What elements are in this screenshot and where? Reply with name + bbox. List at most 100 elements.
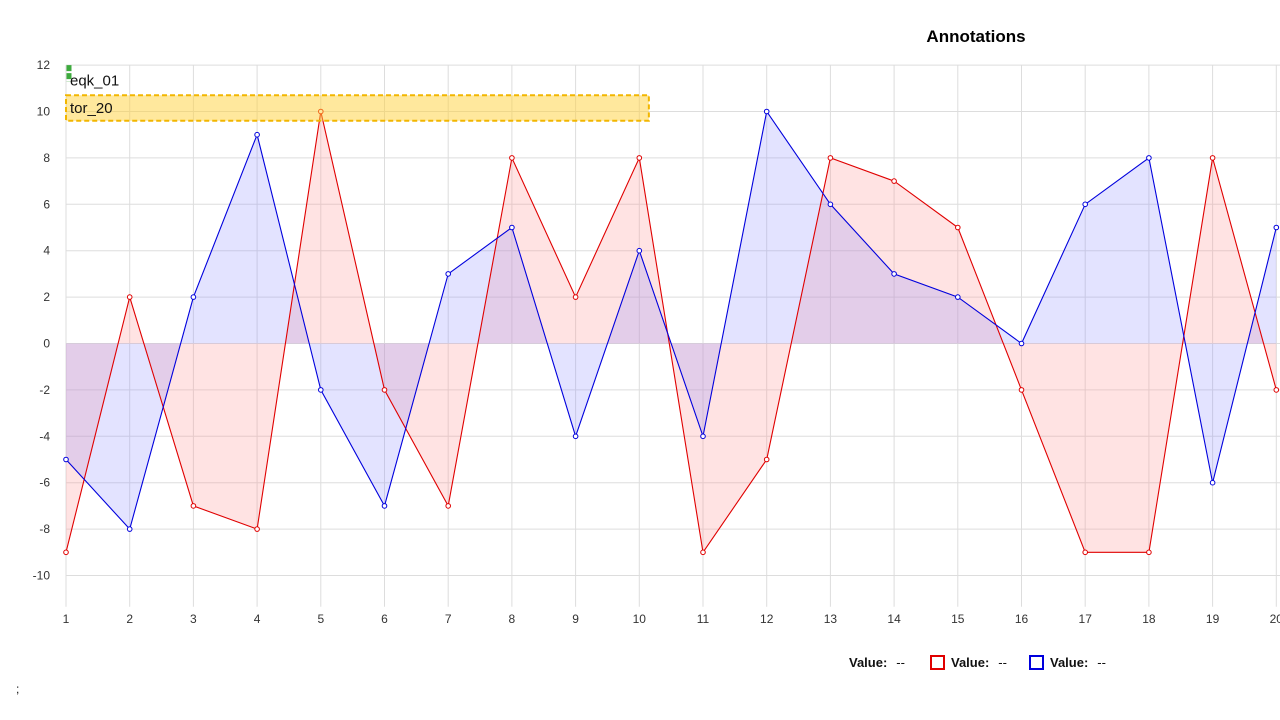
y-tick-label: 0 (43, 337, 50, 351)
x-axis-ticks: 1 2 3 4 5 6 7 8 9 10 11 12 13 14 15 16 17 18 19 20 (63, 612, 1280, 626)
x-tick-label: 5 (317, 612, 324, 626)
series-1-point[interactable] (636, 155, 643, 161)
x-tick-label: 1 (63, 612, 70, 626)
legend: Value: -- Value: -- Value: -- (0, 655, 1280, 677)
legend-value: -- (896, 655, 905, 670)
y-tick-label: 4 (43, 244, 50, 258)
series-1-point[interactable] (254, 526, 260, 532)
series-2-area (66, 111, 1277, 530)
series-1-point[interactable] (445, 503, 452, 509)
x-tick-label: 9 (572, 612, 579, 626)
series-1-area (66, 111, 1277, 553)
series-2-point[interactable] (763, 108, 770, 115)
series-2-point[interactable] (126, 526, 133, 532)
series-2-point[interactable] (318, 387, 324, 393)
y-axis-ticks: 12 10 8 6 4 2 0 -2 -4 -6 -8 -10 (33, 58, 51, 582)
x-tick-label: 2 (126, 612, 133, 626)
x-tick-label: 18 (1142, 612, 1156, 626)
legend-item-2[interactable]: Value: -- (930, 655, 1007, 670)
x-tick-label: 16 (1015, 612, 1029, 626)
series-2-point[interactable] (700, 433, 706, 440)
series-1-point[interactable] (126, 294, 133, 300)
legend-item-3[interactable]: Value: -- (1029, 655, 1106, 670)
series-2-point[interactable] (955, 294, 961, 300)
series-1-point[interactable] (1146, 549, 1152, 556)
legend-key: Value: (1050, 655, 1089, 670)
grid (65, 64, 1280, 607)
series-2-line (65, 110, 1277, 531)
y-tick-label: 10 (37, 105, 51, 119)
series-lines (65, 110, 1277, 554)
series-2-point[interactable] (1146, 155, 1152, 161)
series-2-point[interactable] (1018, 340, 1025, 347)
chart-title: Annotations (926, 27, 1025, 46)
annotation-box (65, 94, 650, 122)
x-tick-label: 8 (509, 612, 516, 626)
legend-swatch-red (930, 655, 945, 670)
series-1-point[interactable] (190, 503, 197, 509)
legend-key: Value: (849, 655, 888, 670)
x-tick-label: 19 (1206, 612, 1220, 626)
series-1-point[interactable] (1209, 155, 1216, 161)
legend-value: -- (1097, 655, 1106, 670)
series-1-point[interactable] (381, 387, 388, 393)
x-tick-label: 6 (381, 612, 388, 626)
x-tick-label: 15 (951, 612, 965, 626)
series-2-point[interactable] (572, 433, 579, 440)
y-tick-label: 6 (43, 197, 50, 211)
legend-key: Value: (951, 655, 990, 670)
x-tick-label: 3 (190, 612, 197, 626)
x-tick-label: 10 (633, 612, 647, 626)
y-tick-label: 8 (43, 151, 50, 165)
y-tick-label: -4 (39, 429, 50, 443)
x-tick-label: 11 (697, 612, 710, 626)
x-tick-label: 17 (1079, 612, 1093, 626)
series-points (63, 108, 1280, 556)
series-1-line (65, 111, 1277, 554)
series-1-point[interactable] (1273, 387, 1280, 393)
series-2-point[interactable] (63, 456, 69, 463)
series-1-point[interactable] (700, 549, 706, 556)
series-2-point[interactable] (445, 271, 452, 277)
legend-swatch-blue (1029, 655, 1044, 670)
series-2-point[interactable] (1273, 224, 1280, 231)
x-tick-label: 20 (1270, 612, 1280, 626)
y-tick-label: -2 (39, 383, 50, 397)
footnote: ; (16, 682, 20, 696)
series-2-point[interactable] (509, 224, 515, 231)
series-1-point[interactable] (63, 549, 69, 556)
annotation-label: eqk_01 (70, 72, 119, 89)
series-2-point[interactable] (254, 131, 260, 138)
series-1-point[interactable] (827, 155, 834, 161)
x-tick-label: 14 (887, 612, 901, 626)
series-2-point[interactable] (1082, 201, 1088, 208)
legend-item-1[interactable]: Value: -- (849, 655, 905, 670)
annotations: eqk_01 tor_20 (65, 65, 650, 122)
x-tick-label: 13 (824, 612, 838, 626)
series-areas (66, 111, 1277, 553)
series-1-point[interactable] (955, 224, 961, 231)
legend-value: -- (998, 655, 1007, 670)
y-tick-label: -6 (39, 476, 50, 490)
y-tick-label: 2 (43, 290, 50, 304)
series-1-point[interactable] (509, 155, 515, 161)
series-1-point[interactable] (1082, 549, 1088, 556)
y-tick-label: 12 (37, 58, 51, 72)
series-1-point[interactable] (763, 456, 770, 463)
series-1-point[interactable] (572, 294, 579, 300)
series-2-point[interactable] (636, 247, 643, 254)
y-tick-label: -8 (39, 522, 50, 536)
series-1-point[interactable] (1018, 387, 1025, 393)
x-tick-label: 12 (760, 612, 774, 626)
series-2-point[interactable] (827, 201, 834, 208)
annotation-label: tor_20 (70, 100, 113, 117)
y-tick-label: -10 (33, 569, 51, 583)
series-2-point[interactable] (1209, 479, 1216, 486)
x-tick-label: 7 (445, 612, 452, 626)
series-1-point[interactable] (891, 178, 897, 184)
series-2-point[interactable] (891, 271, 897, 277)
series-2-point[interactable] (190, 294, 197, 300)
x-tick-label: 4 (254, 612, 261, 626)
series-2-point[interactable] (381, 503, 388, 509)
